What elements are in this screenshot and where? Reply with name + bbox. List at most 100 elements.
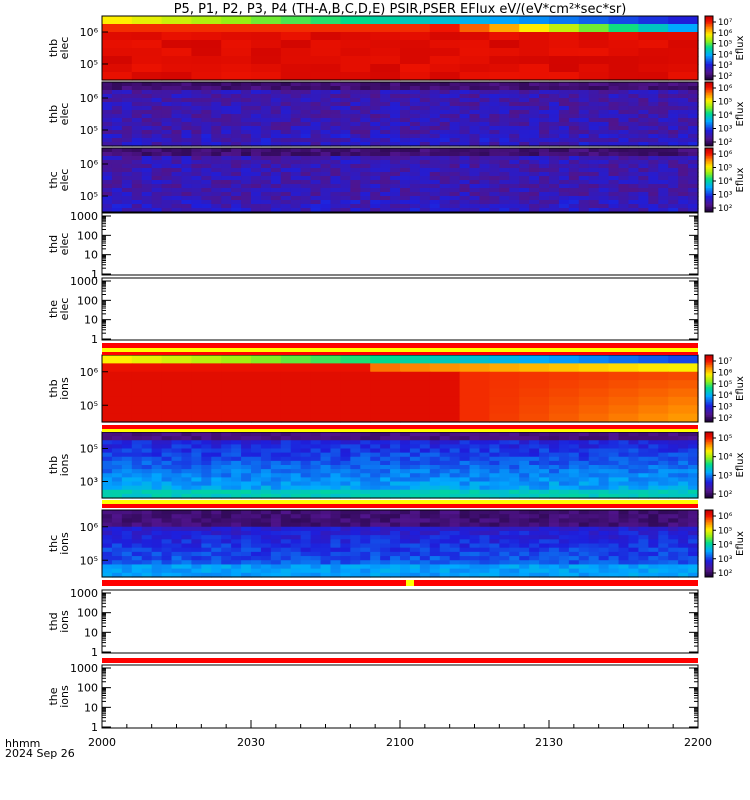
spectrogram-cell xyxy=(121,452,133,458)
spectrogram-cell xyxy=(300,90,312,95)
spectrogram-cell xyxy=(370,489,381,495)
y-tick-label: 10⁶ xyxy=(80,26,99,39)
spectrogram-cell xyxy=(688,556,699,561)
spectrogram-cell xyxy=(429,522,441,528)
spectrogram-cell xyxy=(658,168,669,173)
spectrogram-cell xyxy=(320,142,332,147)
spectrogram-cell xyxy=(578,152,590,157)
spectrogram-cell xyxy=(251,452,262,458)
spectrogram-cell xyxy=(251,413,282,423)
spectrogram-cell xyxy=(429,110,441,115)
spectrogram-cell xyxy=(439,572,451,578)
spectrogram-cell xyxy=(658,160,669,165)
spectrogram-cell xyxy=(340,564,351,570)
spectrogram-cell xyxy=(350,148,361,153)
spectrogram-cell xyxy=(221,138,232,143)
spectrogram-cell xyxy=(638,56,669,65)
spectrogram-cell xyxy=(260,485,272,491)
spectrogram-cell xyxy=(539,448,550,454)
spectrogram-cell xyxy=(400,156,411,161)
spectrogram-cell xyxy=(171,456,183,462)
gap-bar xyxy=(102,500,698,504)
spectrogram-cell xyxy=(479,526,490,532)
spectrogram-cell xyxy=(380,94,391,99)
spectrogram-cell xyxy=(370,514,381,519)
spectrogram-cell xyxy=(141,436,153,441)
spectrogram-cell xyxy=(310,514,322,519)
spectrogram-cell xyxy=(360,460,371,466)
spectrogram-cell xyxy=(260,102,272,107)
spectrogram-cell xyxy=(678,518,689,524)
spectrogram-cell xyxy=(141,176,153,181)
spectrogram-cell xyxy=(439,106,451,111)
spectrogram-cell xyxy=(638,196,649,201)
spectrogram-cell xyxy=(469,98,481,103)
spectrogram-cell xyxy=(221,551,232,557)
spectrogram-cell xyxy=(608,452,620,458)
spectrogram-cell xyxy=(201,560,212,566)
spectrogram-cell xyxy=(181,110,192,115)
spectrogram-cell xyxy=(449,164,461,169)
spectrogram-cell xyxy=(578,448,590,454)
spectrogram-cell xyxy=(280,371,312,381)
spectrogram-cell xyxy=(419,510,431,515)
spectrogram-cell xyxy=(638,452,649,458)
spectrogram-cell xyxy=(549,90,560,95)
spectrogram-cell xyxy=(658,102,669,107)
spectrogram-cell xyxy=(628,477,639,483)
spectrogram-cell xyxy=(300,526,312,532)
spectrogram-cell xyxy=(280,64,312,73)
spectrogram-cell xyxy=(409,172,421,177)
spectrogram-cell xyxy=(668,469,679,474)
spectrogram-cell xyxy=(330,560,341,566)
spectrogram-cell xyxy=(111,98,123,103)
spectrogram-cell xyxy=(568,90,580,95)
spectrogram-cell xyxy=(439,539,451,545)
spectrogram-cell xyxy=(489,102,500,107)
panel-label-probe: the xyxy=(47,687,60,705)
spectrogram-cell xyxy=(489,556,500,561)
spectrogram-cell xyxy=(340,184,351,189)
spectrogram-cell xyxy=(479,485,490,491)
spectrogram-cell xyxy=(400,196,411,201)
spectrogram-cell xyxy=(529,164,540,169)
spectrogram-cell xyxy=(439,138,451,143)
spectrogram-cell xyxy=(598,134,610,139)
spectrogram-cell xyxy=(618,196,630,201)
spectrogram-cell xyxy=(419,110,431,115)
colorbar-segment xyxy=(705,491,713,494)
spectrogram-cell xyxy=(221,172,232,177)
spectrogram-cell xyxy=(479,560,490,566)
spectrogram-cell xyxy=(519,432,530,437)
y-tick-label: 1 xyxy=(91,333,98,346)
spectrogram-cell xyxy=(668,551,679,557)
spectrogram-cell xyxy=(588,543,600,549)
spectrogram-cell xyxy=(102,102,113,107)
spectrogram-cell xyxy=(201,530,212,536)
spectrogram-cell xyxy=(658,188,669,193)
spectrogram-cell xyxy=(310,535,322,540)
spectrogram-cell xyxy=(658,122,669,127)
spectrogram-cell xyxy=(529,448,540,454)
spectrogram-cell xyxy=(310,98,322,103)
spectrogram-cell xyxy=(360,142,371,147)
spectrogram-cell xyxy=(330,460,341,466)
spectrogram-cell xyxy=(529,122,540,127)
spectrogram-cell xyxy=(260,514,272,519)
spectrogram-cell xyxy=(459,200,471,205)
spectrogram-cell xyxy=(360,456,371,462)
spectrogram-cell xyxy=(141,432,153,437)
colorbar-segment xyxy=(705,68,713,71)
spectrogram-cell xyxy=(648,436,659,441)
spectrogram-cell xyxy=(549,489,560,495)
spectrogram-cell xyxy=(102,148,113,153)
spectrogram-cell xyxy=(400,114,411,119)
spectrogram-cell xyxy=(260,526,272,532)
spectrogram-cell xyxy=(618,543,630,549)
spectrogram-cell xyxy=(111,172,123,177)
spectrogram-cell xyxy=(588,160,600,165)
spectrogram-cell xyxy=(151,106,163,111)
spectrogram-cell xyxy=(191,110,202,115)
spectrogram-cell xyxy=(231,114,242,119)
